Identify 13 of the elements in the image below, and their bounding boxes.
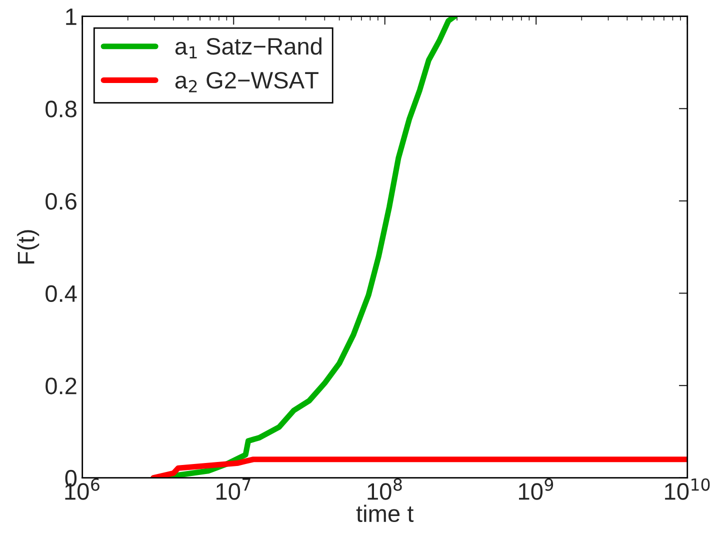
- x-axis-title: time t: [356, 504, 414, 522]
- x-tick-label: 10$^{9}$: [519, 478, 554, 500]
- y-axis-title: F(t): [17, 230, 40, 264]
- legend-label: a$_{2}$ G2−WSAT: [175, 72, 318, 92]
- y-tick-label: 0.4: [46, 285, 77, 302]
- x-tick-label: 10$^{8}$: [368, 478, 402, 500]
- y-tick-label: 0.6: [46, 192, 76, 210]
- legend-label: a$_{1}$ Satz−Rand: [175, 37, 322, 58]
- y-tick-label: 0.2: [46, 378, 76, 394]
- y-tick-label: 0.8: [46, 100, 76, 118]
- y-tick-label: 1: [66, 8, 76, 25]
- x-tick-label: 10$^{7}$: [216, 478, 250, 500]
- x-tick-label: 10$^{10}$: [665, 478, 710, 500]
